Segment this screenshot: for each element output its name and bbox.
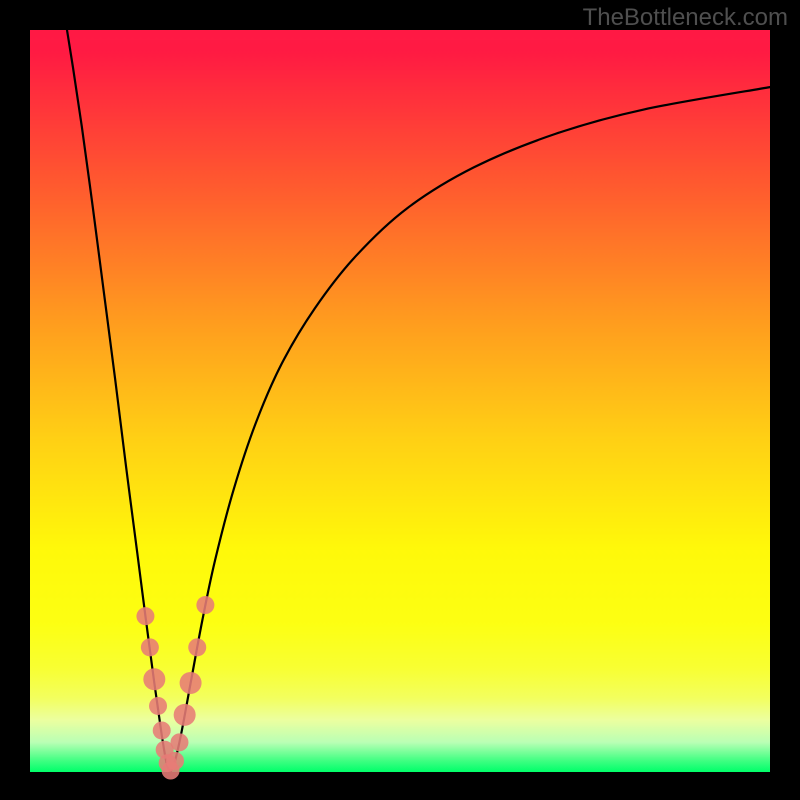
data-marker <box>170 733 188 751</box>
data-marker <box>180 672 202 694</box>
curve-right-branch <box>171 87 770 772</box>
data-marker <box>166 752 184 770</box>
plot-area <box>30 30 770 772</box>
data-marker <box>149 697 167 715</box>
data-marker <box>196 596 214 614</box>
curve-left-branch <box>67 30 171 772</box>
data-marker <box>188 638 206 656</box>
watermark-text: TheBottleneck.com <box>583 4 788 32</box>
data-marker <box>143 668 165 690</box>
curve-layer <box>30 30 770 772</box>
data-marker <box>174 704 196 726</box>
chart-container: TheBottleneck.com <box>0 0 800 800</box>
data-marker <box>141 638 159 656</box>
data-marker <box>136 607 154 625</box>
data-marker <box>153 721 171 739</box>
